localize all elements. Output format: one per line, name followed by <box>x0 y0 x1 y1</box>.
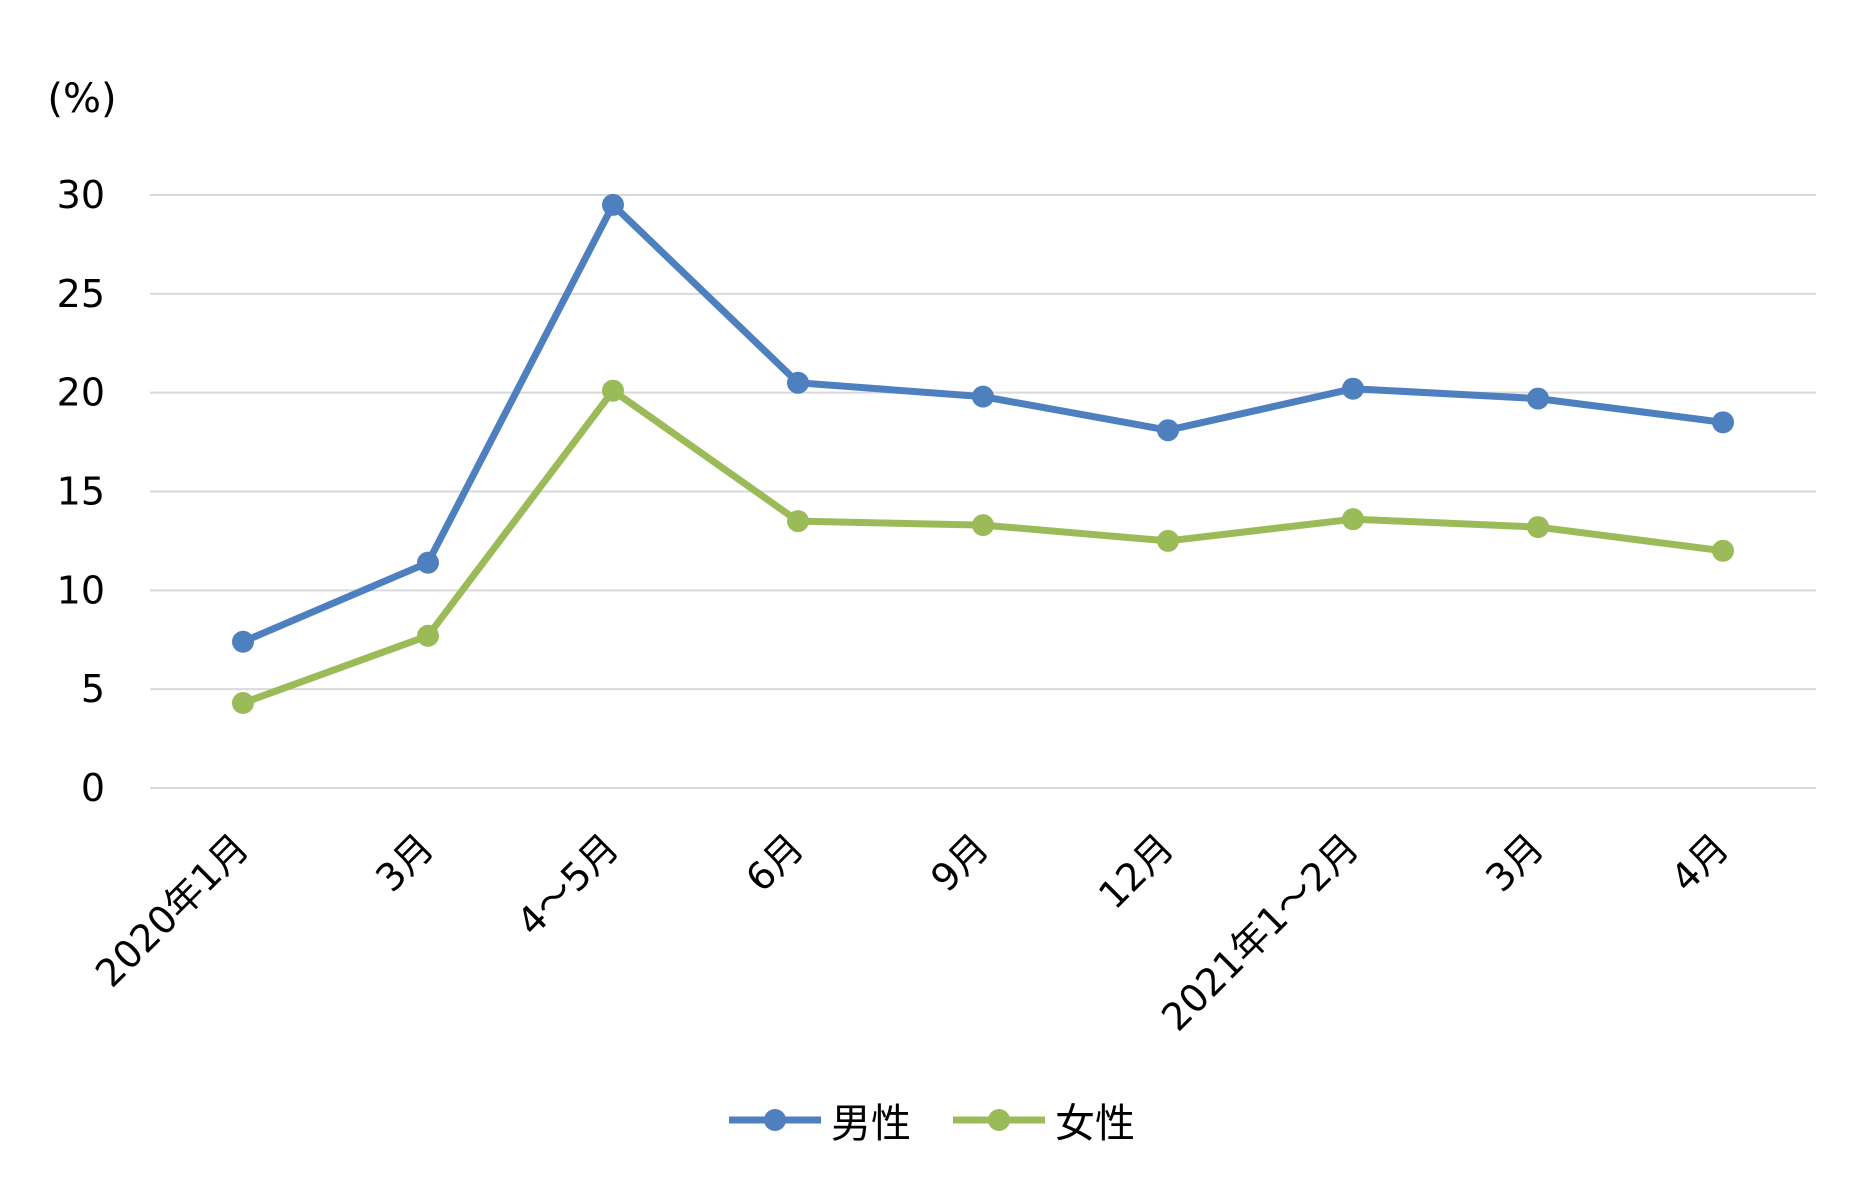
data-point[interactable] <box>232 630 254 653</box>
data-point[interactable] <box>602 379 624 402</box>
x-tick-label: 2021年1～2月 <box>1153 825 1367 1039</box>
legend-label-female: 女性 <box>1055 1101 1135 1147</box>
legend-item-male[interactable]: 男性 <box>727 1091 911 1149</box>
x-tick-label: 3月 <box>367 825 442 900</box>
x-tick-label: 2020年1月 <box>87 825 257 995</box>
data-point[interactable] <box>787 371 809 394</box>
gridlines <box>150 194 1816 789</box>
data-point[interactable] <box>1712 411 1734 434</box>
series-line <box>239 387 1727 707</box>
y-axis-unit-label: (%) <box>47 76 116 122</box>
data-point[interactable] <box>1342 508 1364 531</box>
x-tick-label: 6月 <box>737 825 812 900</box>
x-tick-label: 12月 <box>1090 825 1182 917</box>
data-point[interactable] <box>1527 516 1549 539</box>
legend-label-male: 男性 <box>831 1101 911 1147</box>
y-tick-label: 10 <box>57 568 105 612</box>
series-female <box>232 379 1734 715</box>
data-point[interactable] <box>787 510 809 533</box>
data-point[interactable] <box>1342 377 1364 400</box>
legend-marker-male <box>727 1100 823 1140</box>
y-tick-label: 15 <box>57 470 105 514</box>
x-tick-label: 9月 <box>922 825 997 900</box>
data-point[interactable] <box>602 193 624 216</box>
legend-marker-female <box>951 1100 1047 1140</box>
data-point[interactable] <box>232 692 254 715</box>
x-tick-label: 3月 <box>1477 825 1552 900</box>
data-point[interactable] <box>417 551 439 574</box>
x-tick-label: 4月 <box>1662 825 1737 900</box>
y-tick-label: 0 <box>81 766 105 810</box>
legend: 男性 女性 <box>0 1090 1862 1150</box>
y-tick-label: 30 <box>57 173 105 217</box>
y-tick-label: 5 <box>81 667 105 711</box>
data-point[interactable] <box>417 624 439 647</box>
data-point[interactable] <box>972 385 994 408</box>
series-male <box>232 193 1734 653</box>
y-axis-ticks: 0 5 10 15 20 25 30 <box>57 173 105 810</box>
data-point[interactable] <box>1157 529 1179 552</box>
series-line <box>239 201 1727 646</box>
data-point[interactable] <box>1157 419 1179 442</box>
data-point[interactable] <box>972 514 994 537</box>
y-tick-label: 20 <box>57 371 105 415</box>
legend-item-female[interactable]: 女性 <box>951 1091 1135 1149</box>
x-tick-label: 4～5月 <box>508 825 627 944</box>
series-lines <box>232 193 1734 715</box>
data-point[interactable] <box>1712 539 1734 562</box>
data-point[interactable] <box>1527 387 1549 410</box>
y-tick-label: 25 <box>57 272 105 316</box>
